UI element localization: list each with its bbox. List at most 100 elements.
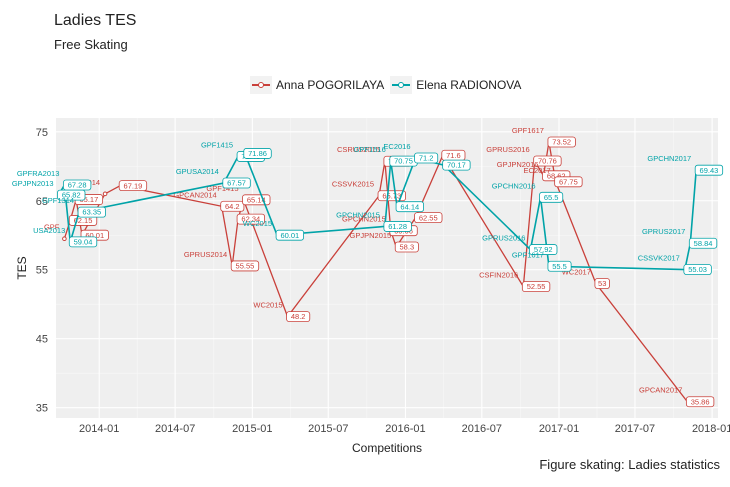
data-label-box — [118, 180, 148, 192]
data-label-box — [521, 281, 551, 293]
data-label-box — [547, 260, 572, 272]
y-tick-label: 55 — [36, 265, 48, 277]
x-tick-label: 2014-01 — [79, 423, 119, 435]
legend-label-elena: Elena RADIONOVA — [416, 78, 522, 92]
data-label-anna: 53 — [594, 278, 610, 289]
data-label-text: 62.34 — [241, 215, 260, 224]
data-label-text: 55.03 — [688, 265, 707, 274]
data-label-box — [222, 177, 251, 189]
event-label: GPJPN2013 — [12, 179, 54, 188]
data-label-box — [243, 148, 272, 159]
data-label-box — [275, 229, 304, 241]
data-label-box — [442, 159, 471, 171]
event-label: GPRUS2017 — [642, 227, 685, 236]
event-label: GPF1617 — [512, 250, 544, 259]
event-label: WC2015 — [253, 301, 282, 310]
data-point-anna — [102, 191, 108, 197]
event-label: GPF1516 — [354, 145, 386, 154]
data-label-box — [414, 152, 439, 164]
data-label-text: 64.2 — [225, 202, 240, 211]
data-label-text: 65.5 — [544, 193, 559, 202]
data-label-text: 65.82 — [62, 191, 81, 200]
event-label: GPCAN2014 — [173, 190, 216, 199]
data-label-text: 55.5 — [552, 262, 567, 271]
data-label-anna: 35.86 — [685, 396, 715, 408]
data-label-elena: 70.17 — [442, 159, 471, 171]
data-label-anna: 73.52 — [547, 136, 576, 148]
y-tick-label: 45 — [36, 334, 48, 346]
data-label-text: 62.15 — [74, 216, 93, 225]
data-label-elena: 59.04 — [68, 236, 98, 248]
data-label-anna: 67.19 — [118, 180, 148, 192]
data-label-box — [220, 200, 245, 212]
data-label-text: 70.75 — [394, 157, 413, 166]
data-label-box — [377, 190, 406, 202]
data-label-text: 69.43 — [700, 166, 719, 175]
data-label-text: 70.17 — [447, 161, 466, 170]
x-axis-title: Competitions — [352, 441, 422, 455]
data-label-elena: 67.57 — [222, 177, 251, 189]
data-label-box — [414, 212, 443, 224]
x-tick-label: 2017-07 — [615, 423, 655, 435]
data-label-text: 71.6 — [446, 151, 461, 160]
event-label: GPF1415 — [201, 140, 233, 149]
data-label-elena: 67.28 — [62, 179, 92, 191]
legend-item-anna: Anna POGORILAYA — [250, 76, 384, 94]
event-label: CSFIN2016 — [479, 271, 518, 280]
data-label-elena: 55.03 — [683, 264, 712, 275]
data-label-text: 48.2 — [291, 312, 306, 321]
data-label-box — [68, 236, 98, 248]
data-label-text: 70.76 — [538, 157, 557, 166]
x-tick-label: 2016-07 — [462, 423, 502, 435]
event-label: GPUSA2014 — [176, 167, 219, 176]
y-tick-label: 35 — [36, 403, 48, 415]
data-label-box — [242, 194, 271, 206]
data-label-text: 68.62 — [547, 171, 566, 180]
data-label-elena: 63.35 — [77, 206, 106, 218]
legend-key-elena — [390, 76, 413, 94]
x-tick-label: 2017-01 — [539, 423, 579, 435]
data-label-box — [394, 241, 419, 253]
data-label-anna: 67.75 — [554, 176, 583, 188]
data-label-text: 57.92 — [534, 245, 553, 254]
data-label-elena: 69.43 — [694, 164, 724, 176]
event-label: GPF — [44, 223, 60, 232]
data-label-anna: 65.14 — [242, 194, 271, 206]
data-label-text: 65.14 — [247, 195, 266, 204]
data-label-text: 71.86 — [248, 149, 267, 158]
event-label: GPCAN2017 — [639, 386, 682, 395]
data-label-text: 67.57 — [227, 179, 246, 188]
data-label-box — [230, 260, 260, 272]
data-label-text: 64.14 — [400, 202, 419, 211]
data-label-elena: 64.14 — [395, 201, 424, 213]
event-label: GPFRA2013 — [17, 169, 60, 178]
event-label: GPF1314 — [42, 196, 74, 205]
data-label-box — [533, 155, 562, 167]
data-label-elena: 61.28 — [383, 221, 412, 232]
data-label-text: 58.3 — [400, 243, 415, 252]
data-label-text: 60.01 — [85, 231, 104, 240]
data-label-anna: 58.3 — [394, 241, 419, 253]
legend-label-anna: Anna POGORILAYA — [276, 78, 385, 92]
event-label: GPRUS2016 — [486, 145, 529, 154]
x-tick-label: 2015-01 — [232, 423, 272, 435]
data-label-text: 71.2 — [419, 154, 434, 163]
data-label-anna: 55.55 — [230, 260, 260, 272]
data-label-anna: 71.6 — [441, 149, 466, 161]
event-label: EC2016 — [383, 142, 410, 151]
data-label-box — [554, 176, 583, 188]
data-label-text: 52.55 — [527, 282, 546, 291]
legend-key-anna — [250, 76, 272, 94]
data-label-elena: 58.84 — [688, 237, 718, 249]
data-label-box — [683, 264, 712, 275]
event-label: CSRUS2015 — [337, 145, 380, 154]
x-tick-label: 2018-01 — [692, 423, 730, 435]
data-label-elena: 65.5 — [539, 191, 564, 203]
data-label-text: 53 — [598, 279, 606, 288]
x-tick-label: 2016-01 — [385, 423, 425, 435]
data-label-text: 63.35 — [82, 208, 101, 217]
data-label-text: 65.17 — [79, 195, 98, 204]
data-label-elena: 71.86 — [243, 148, 272, 159]
data-label-text: 59.04 — [74, 237, 93, 246]
